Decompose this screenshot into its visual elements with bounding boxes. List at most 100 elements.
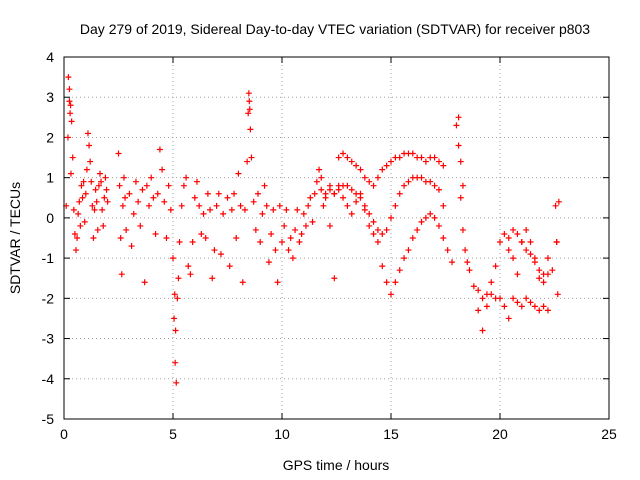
data-point — [392, 279, 399, 286]
data-point — [289, 255, 296, 262]
data-point — [103, 186, 110, 193]
data-point — [536, 275, 543, 282]
data-point — [123, 226, 130, 233]
data-point — [265, 259, 272, 266]
data-point — [488, 279, 495, 286]
data-point — [213, 202, 220, 209]
data-point — [501, 303, 508, 310]
data-point — [226, 263, 233, 270]
plot-frame — [63, 56, 610, 420]
data-point — [281, 222, 288, 229]
data-point — [374, 239, 381, 246]
data-point — [172, 327, 179, 334]
data-point — [554, 291, 561, 298]
data-point — [71, 230, 78, 237]
data-point — [163, 235, 170, 241]
data-point — [246, 98, 253, 105]
data-point — [326, 182, 333, 189]
data-point — [89, 202, 96, 209]
data-point — [462, 247, 469, 254]
data-point — [183, 174, 190, 181]
x-tick-label: 25 — [601, 426, 617, 442]
data-point — [435, 186, 442, 193]
data-point — [366, 178, 373, 185]
data-point — [374, 174, 381, 181]
data-point — [427, 178, 434, 185]
data-point — [98, 178, 105, 185]
data-point — [431, 214, 438, 221]
data-point — [453, 122, 460, 129]
data-point — [401, 182, 408, 189]
data-point — [244, 158, 251, 165]
data-point — [518, 239, 525, 246]
data-point — [66, 86, 73, 93]
data-point — [115, 150, 122, 157]
data-point — [102, 174, 109, 181]
data-point — [78, 182, 85, 189]
data-point — [207, 206, 214, 213]
data-point — [185, 263, 192, 270]
data-point — [305, 202, 312, 209]
data-point — [527, 299, 534, 306]
data-point — [215, 190, 222, 197]
data-point — [544, 271, 551, 278]
data-point — [65, 74, 72, 81]
data-point — [361, 202, 368, 209]
data-point — [388, 214, 394, 221]
data-point — [152, 230, 159, 237]
data-point — [414, 226, 421, 233]
data-point — [455, 114, 462, 121]
data-point — [374, 226, 381, 233]
data-point — [202, 235, 209, 241]
data-point — [247, 126, 254, 133]
data-point — [209, 275, 216, 282]
data-point — [193, 178, 200, 185]
data-point — [88, 178, 95, 185]
data-point — [118, 271, 125, 278]
data-point — [361, 174, 368, 181]
data-point — [64, 134, 71, 141]
data-point — [132, 178, 139, 185]
y-tick-label: -1 — [42, 250, 55, 266]
data-point — [119, 202, 126, 209]
data-point — [141, 279, 148, 286]
data-point — [392, 202, 399, 209]
data-point — [418, 218, 425, 225]
data-point — [370, 182, 377, 189]
data-point — [137, 222, 144, 229]
data-point — [464, 259, 471, 266]
data-point — [283, 206, 290, 213]
data-point — [198, 230, 205, 237]
data-point — [540, 303, 547, 310]
data-point — [353, 162, 360, 169]
data-point — [237, 202, 244, 209]
data-point — [81, 218, 88, 225]
data-point — [268, 230, 275, 237]
data-point — [505, 247, 512, 254]
x-tick-label: 20 — [492, 426, 508, 442]
data-point — [67, 110, 74, 117]
data-point — [523, 295, 530, 302]
data-point — [514, 230, 521, 237]
data-point — [126, 190, 133, 197]
data-point — [66, 98, 73, 105]
data-point — [514, 299, 521, 306]
data-point — [82, 190, 89, 197]
data-point — [510, 255, 517, 262]
data-point — [318, 186, 325, 193]
y-tick-label: -2 — [42, 290, 55, 306]
x-axis-label: GPS time / hours — [283, 457, 390, 473]
data-point — [87, 158, 94, 165]
data-point — [418, 154, 425, 161]
data-point — [440, 235, 447, 241]
data-point — [91, 206, 98, 213]
data-point — [383, 162, 390, 169]
data-point — [366, 210, 373, 217]
data-point — [322, 190, 329, 197]
data-point — [76, 198, 83, 205]
data-point — [84, 130, 91, 137]
data-point — [366, 222, 373, 229]
y-tick-label: 2 — [46, 129, 54, 145]
